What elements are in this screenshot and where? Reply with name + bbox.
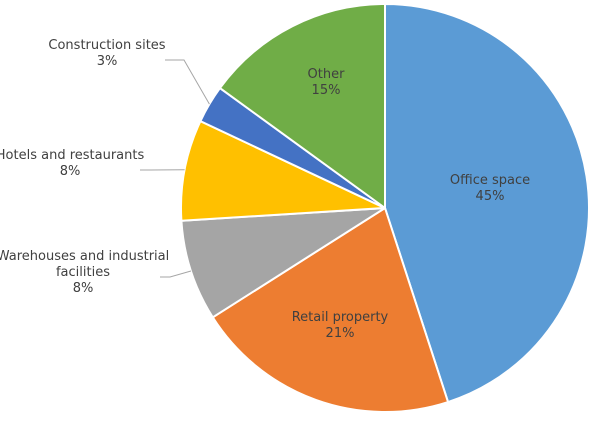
data-label-hotels-and-restaurants: Hotels and restaurants 8% bbox=[0, 148, 144, 179]
data-labels: Office space 45% Retail property 21% Warehou… bbox=[0, 38, 530, 341]
pie-slices bbox=[180, 2, 590, 413]
leader-lines bbox=[140, 59, 210, 278]
pie-slice-other bbox=[218, 2, 386, 210]
data-label-retail-property: Retail property 21% bbox=[292, 310, 389, 341]
data-label-office-space: Office space 45% bbox=[450, 173, 530, 204]
data-label-warehouses-and-industrial-facilities: Warehouses and industrial facilities 8% bbox=[0, 249, 169, 296]
pie-slice-warehouses-and-industrial-facilities bbox=[180, 207, 386, 319]
leader-line-warehouses-and-industrial-facilities bbox=[160, 270, 192, 278]
data-label-other: Other 15% bbox=[308, 67, 346, 98]
pie-slice-hotels-and-restaurants bbox=[180, 119, 386, 222]
data-label-construction-sites: Construction sites 3% bbox=[48, 38, 165, 69]
pie-slice-retail-property bbox=[211, 206, 450, 413]
pie-slice-office-space bbox=[384, 2, 590, 404]
leader-line-construction-sites bbox=[165, 59, 210, 105]
